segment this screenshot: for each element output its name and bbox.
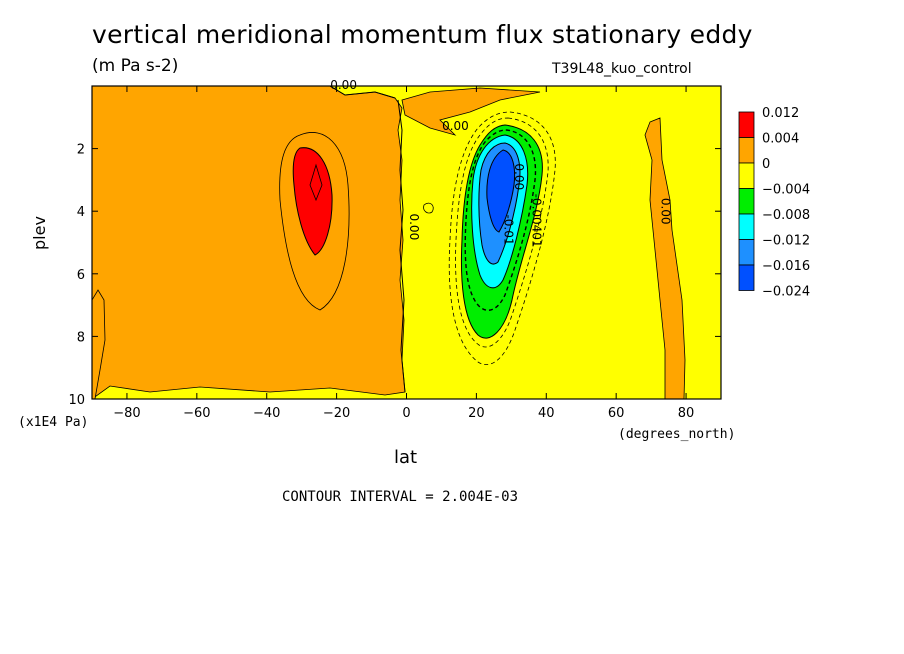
band-orange-main bbox=[92, 86, 406, 399]
colorbar-label: 0.004 bbox=[762, 132, 799, 147]
y-tick-label: 10 bbox=[68, 393, 85, 408]
contour-zero-equator bbox=[397, 99, 406, 393]
colorbar-swatch bbox=[738, 137, 755, 164]
colorbar-label: −0.008 bbox=[762, 208, 810, 223]
colorbar: 0.012 0.004 0 −0.004 −0.008 −0.012 −0.016 −0.02… bbox=[738, 106, 810, 300]
x-tick-label: 80 bbox=[678, 406, 695, 421]
contour-negative-outer bbox=[448, 111, 556, 366]
y-tick-label: 4 bbox=[77, 205, 85, 220]
contour-label: 0.00 bbox=[407, 213, 421, 240]
colorbar-label: 0 bbox=[762, 157, 770, 172]
units-label: (m Pa s-2) bbox=[92, 56, 179, 76]
y-tick-label: 8 bbox=[77, 330, 85, 345]
colorbar-label: −0.012 bbox=[762, 234, 810, 249]
band-orange-top bbox=[401, 87, 541, 136]
y-tick-label: 6 bbox=[77, 268, 85, 283]
colorbar-label: −0.024 bbox=[762, 285, 810, 300]
contour-red-inner bbox=[309, 163, 323, 202]
contour-label: 0.00 bbox=[659, 198, 673, 225]
colorbar-swatch bbox=[738, 213, 755, 240]
contour-interval-note: CONTOUR INTERVAL = 2.004E-03 bbox=[282, 489, 519, 505]
band-deep-blue bbox=[486, 149, 516, 233]
colorbar-label: −0.004 bbox=[762, 183, 810, 198]
x-tick-label: 40 bbox=[538, 406, 555, 421]
x-tick-label: 0 bbox=[402, 406, 410, 421]
colorbar-swatch bbox=[738, 188, 755, 215]
colorbar-label: −0.016 bbox=[762, 259, 810, 274]
chart-title: vertical meridional momentum flux statio… bbox=[92, 20, 753, 49]
band-orange-left bbox=[92, 289, 106, 399]
colorbar-swatch bbox=[738, 264, 755, 291]
run-label: T39L48_kuo_control bbox=[552, 61, 692, 77]
colorbar-swatch bbox=[738, 239, 755, 266]
y-tick-group: 2 4 6 8 10 bbox=[68, 143, 721, 408]
x-tick-label: −80 bbox=[113, 406, 140, 421]
x-tick-label: −60 bbox=[183, 406, 210, 421]
x-tick-label: −40 bbox=[253, 406, 280, 421]
x-tick-label: 20 bbox=[468, 406, 485, 421]
x-tick-label: 60 bbox=[608, 406, 625, 421]
band-red bbox=[292, 147, 333, 256]
y-tick-label: 2 bbox=[77, 143, 85, 158]
contour-label: -0.01 bbox=[501, 214, 515, 245]
contour-zero-small bbox=[423, 202, 434, 214]
contour-label: 0.00 bbox=[442, 119, 469, 133]
contour-negative-mid bbox=[455, 117, 549, 348]
contour-label: 0.00 bbox=[330, 78, 357, 92]
contour-label: -0.00401 bbox=[529, 194, 543, 248]
colorbar-label: 0.012 bbox=[762, 106, 799, 121]
colorbar-swatch bbox=[738, 111, 755, 138]
y-axis-units: (x1E4 Pa) bbox=[18, 415, 89, 430]
colorbar-swatch bbox=[738, 162, 755, 189]
contour-label: 0.00 bbox=[512, 163, 526, 190]
x-tick-group: −80 −60 −40 −20 0 20 40 60 80 bbox=[113, 86, 694, 421]
contour-negative-inner bbox=[464, 129, 537, 311]
x-axis-label: lat bbox=[394, 447, 418, 468]
x-tick-label: −20 bbox=[323, 406, 350, 421]
band-orange-north bbox=[644, 117, 686, 399]
contour-positive-outer bbox=[279, 132, 350, 311]
contour-zero-top bbox=[329, 86, 396, 99]
filled-contours bbox=[92, 86, 721, 399]
x-axis-units: (degrees_north) bbox=[618, 427, 736, 442]
